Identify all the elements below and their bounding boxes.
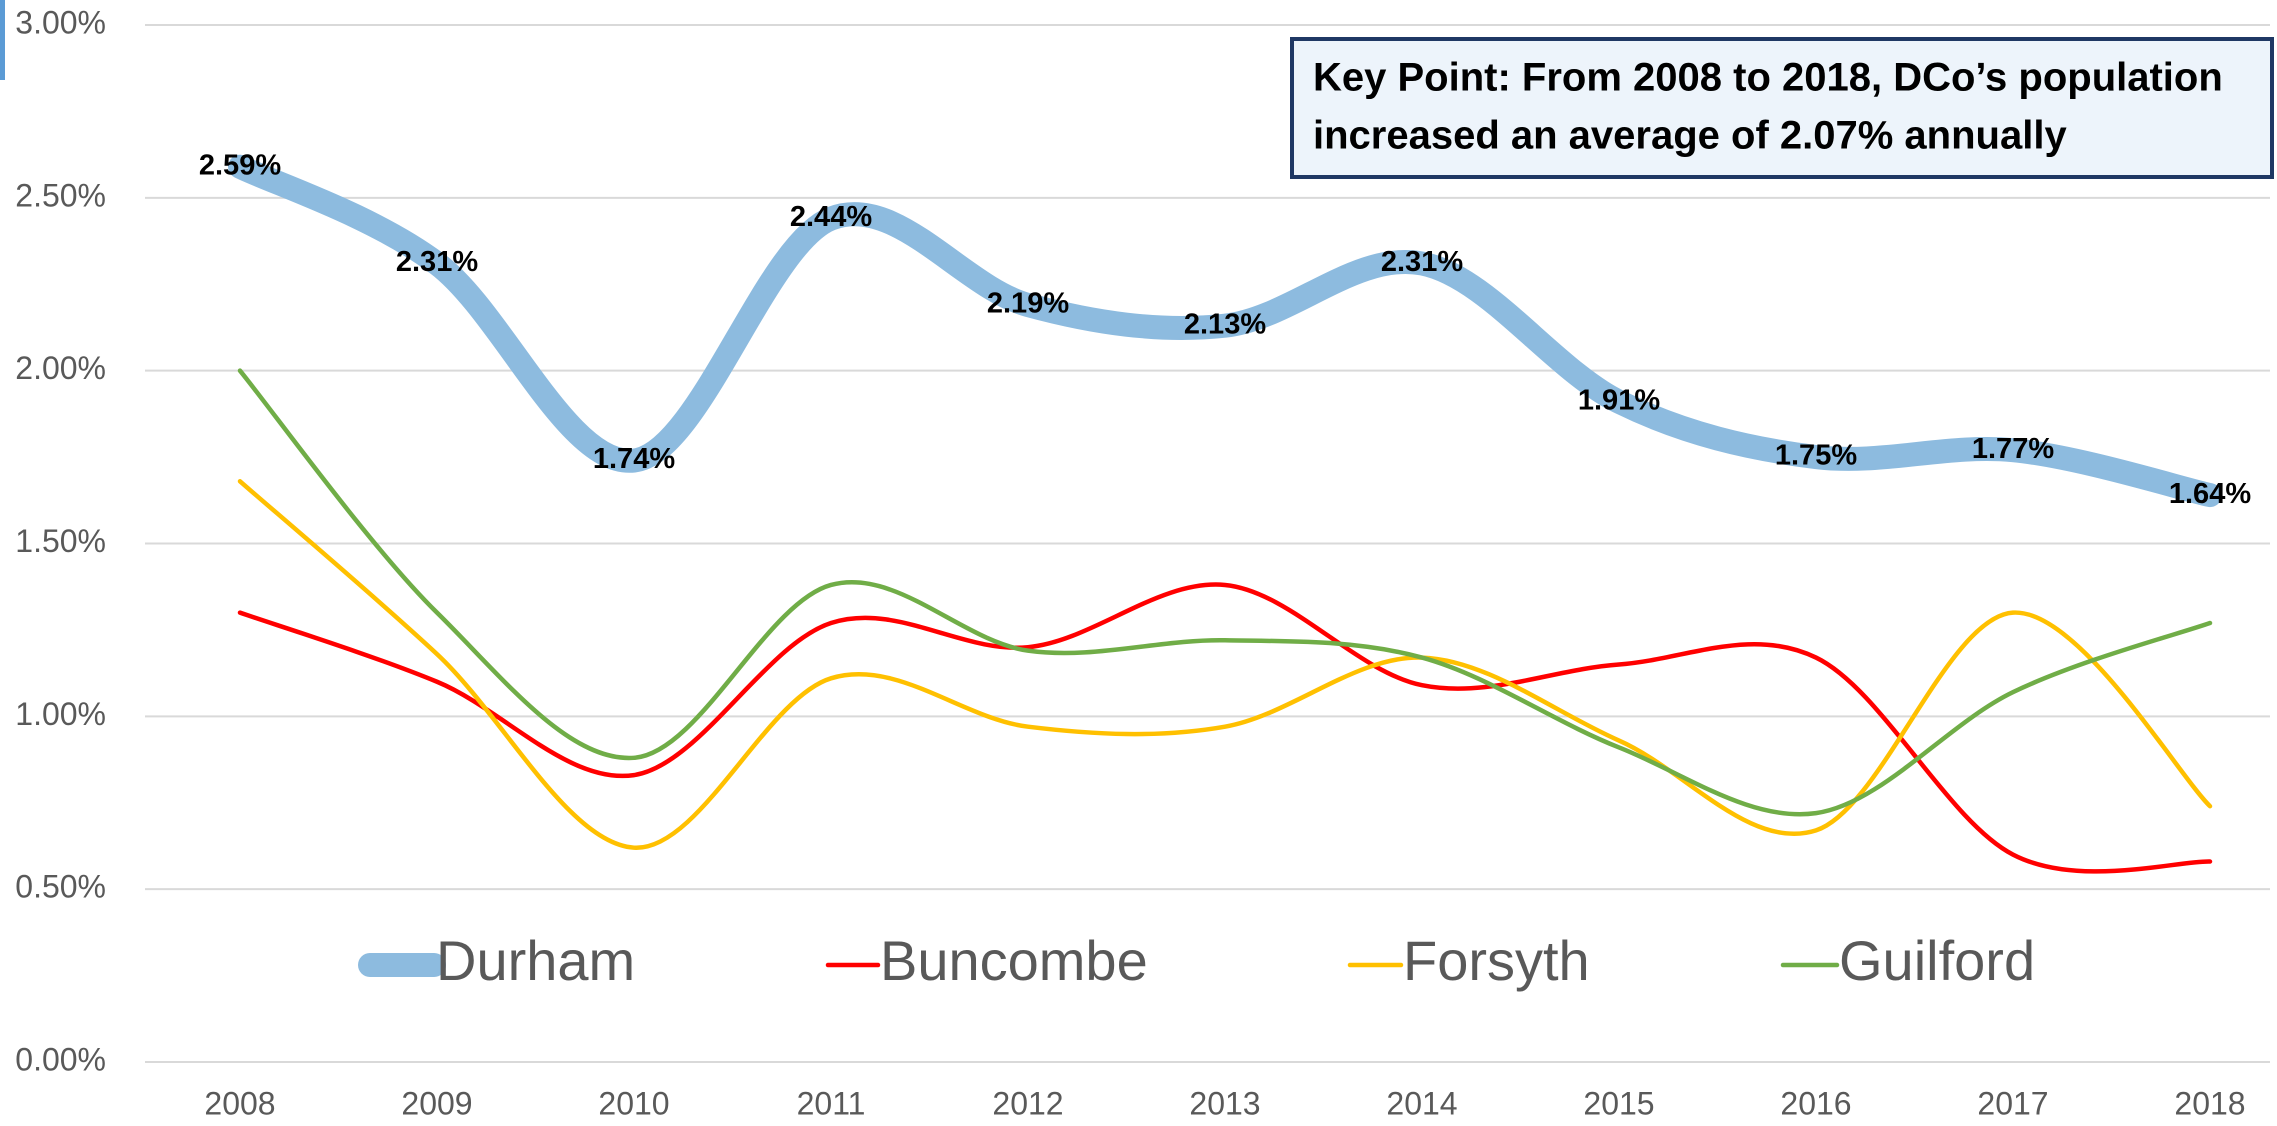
data-label: 1.74% [593, 443, 675, 475]
y-tick-label: 2.00% [15, 350, 106, 386]
x-tick-label: 2011 [797, 1085, 866, 1121]
y-tick-label: 2.50% [15, 177, 106, 213]
legend-label: Forsyth [1403, 929, 1590, 992]
y-tick-label: 1.00% [15, 696, 106, 732]
data-label: 2.31% [396, 246, 478, 278]
x-tick-label: 2015 [1583, 1085, 1654, 1121]
x-tick-label: 2009 [401, 1085, 472, 1121]
x-tick-label: 2012 [992, 1085, 1063, 1121]
x-tick-label: 2017 [1977, 1085, 2048, 1121]
y-tick-label: 3.00% [15, 4, 106, 40]
grid: 0.00% 0.50% 1.00% 1.50% 2.00% 2.50% 3.00% 2008 2… [15, 4, 2270, 1121]
legend-label: Durham [436, 929, 635, 992]
y-tick-label: 0.50% [15, 869, 106, 905]
edge-accent [0, 0, 5, 80]
series-line [228, 154, 2222, 508]
series-line [237, 479, 2213, 850]
legend: Durham Buncombe Forsyth Guilford [358, 929, 2035, 992]
data-label: 1.77% [1972, 433, 2054, 465]
x-tick-label: 2016 [1780, 1085, 1851, 1121]
annotation-box [1290, 37, 2274, 179]
annotation: Key Point: From 2008 to 2018, DCo’s popu… [1290, 37, 2274, 179]
data-label: 2.13% [1184, 308, 1266, 340]
y-tick-label: 1.50% [15, 523, 106, 559]
data-label: 1.91% [1578, 384, 1660, 416]
x-tick-label: 2018 [2174, 1085, 2245, 1121]
legend-label: Buncombe [880, 929, 1148, 992]
x-tick-label: 2008 [204, 1085, 275, 1121]
y-tick-label: 0.00% [15, 1041, 106, 1077]
lines [228, 154, 2222, 874]
data-label: 2.19% [987, 288, 1069, 320]
annotation-line: Key Point: From 2008 to 2018, DCo’s popu… [1313, 56, 2223, 100]
legend-label: Guilford [1839, 929, 2035, 992]
series-line [237, 582, 2213, 874]
x-tick-label: 2014 [1386, 1085, 1457, 1121]
data-label: 2.31% [1381, 246, 1463, 278]
data-label: 2.44% [790, 201, 872, 233]
annotation-line: increased an average of 2.07% annually [1313, 114, 2067, 158]
x-tick-label: 2010 [598, 1085, 669, 1121]
x-tick-label: 2013 [1189, 1085, 1260, 1121]
data-label: 1.64% [2169, 478, 2251, 510]
data-label: 1.75% [1775, 440, 1857, 472]
labels: 2.59% 2.31% 1.74% 2.44% 2.19% 2.13% 2.31% 1.91%… [199, 149, 2251, 509]
series-line [237, 368, 2213, 817]
data-label: 2.59% [199, 149, 281, 181]
